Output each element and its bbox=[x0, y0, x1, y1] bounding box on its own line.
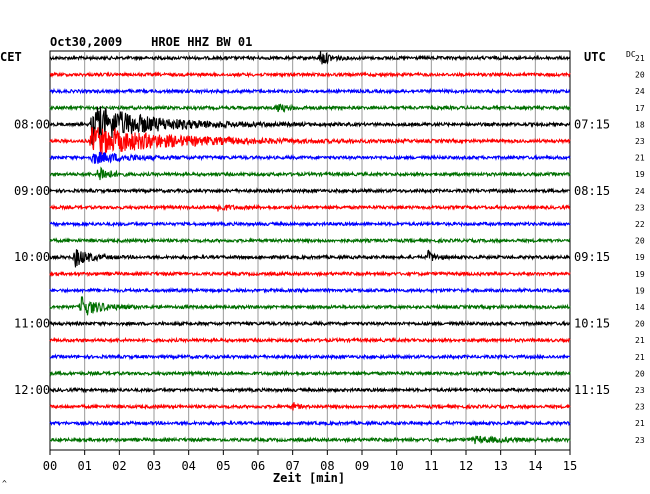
x-tick-label: 07 bbox=[285, 459, 299, 473]
seismogram-trace bbox=[49, 270, 571, 278]
chart-title: Oct30,2009 HROE HHZ BW 01 bbox=[50, 35, 252, 49]
seismogram-trace bbox=[49, 419, 571, 427]
seismogram-trace bbox=[49, 336, 571, 344]
seismogram-trace bbox=[49, 353, 571, 361]
dc-value: 21 bbox=[635, 154, 645, 163]
plot-frame bbox=[49, 50, 571, 451]
cet-time-labels: 08:00 09:00 10:00 11:00 12:00 bbox=[14, 117, 50, 397]
dc-values: 21 20 24 17 18 23 21 19 24 23 22 20 19 19 19 14 20 21 21 20… bbox=[635, 54, 645, 445]
dc-value: 19 bbox=[635, 286, 645, 295]
cet-time-label: 12:00 bbox=[14, 383, 50, 397]
dc-value: 22 bbox=[635, 220, 645, 229]
x-tick-label: 00 bbox=[43, 459, 57, 473]
seismogram-trace bbox=[49, 249, 571, 268]
x-tick-label: 04 bbox=[181, 459, 195, 473]
x-tick-label: 03 bbox=[147, 459, 161, 473]
x-tick-label: 11 bbox=[424, 459, 438, 473]
x-tick-label: 12 bbox=[459, 459, 473, 473]
x-tick-label: 05 bbox=[216, 459, 230, 473]
utc-time-label: 09:15 bbox=[574, 250, 610, 264]
seismogram-trace bbox=[49, 103, 571, 114]
seismogram-trace bbox=[49, 106, 571, 146]
seismogram-trace bbox=[49, 87, 571, 95]
corner-mark: ^ bbox=[2, 479, 7, 488]
x-tick-labels: 00 01 02 03 04 05 06 07 08 09 10 11 12 13 14 15 bbox=[43, 459, 577, 473]
dc-value: 20 bbox=[635, 320, 645, 329]
seismogram-trace bbox=[49, 151, 571, 164]
dc-value: 23 bbox=[635, 436, 645, 445]
dc-value: 24 bbox=[635, 87, 645, 96]
dc-value: 19 bbox=[635, 170, 645, 179]
seismogram-trace bbox=[49, 166, 571, 181]
dc-value: 20 bbox=[635, 369, 645, 378]
dc-header: DC bbox=[626, 50, 636, 59]
x-tick-label: 14 bbox=[528, 459, 542, 473]
dc-value: 19 bbox=[635, 253, 645, 262]
utc-time-label: 08:15 bbox=[574, 184, 610, 198]
seismogram-trace bbox=[49, 126, 571, 155]
dc-value: 21 bbox=[635, 336, 645, 345]
utc-time-label: 10:15 bbox=[574, 317, 610, 331]
seismogram-trace bbox=[49, 70, 571, 79]
x-tick-label: 15 bbox=[563, 459, 577, 473]
dc-value: 21 bbox=[635, 419, 645, 428]
dc-value: 23 bbox=[635, 137, 645, 146]
utc-time-labels: 07:15 08:15 09:15 10:15 11:15 bbox=[574, 117, 610, 397]
utc-label: UTC bbox=[584, 50, 606, 64]
x-tick-label: 06 bbox=[251, 459, 265, 473]
dc-value: 20 bbox=[635, 237, 645, 246]
seismogram-trace bbox=[49, 236, 571, 245]
cet-time-label: 11:00 bbox=[14, 317, 50, 331]
cet-time-label: 10:00 bbox=[14, 250, 50, 264]
x-tick-label: 02 bbox=[112, 459, 126, 473]
dc-value: 21 bbox=[635, 353, 645, 362]
x-tick-label: 09 bbox=[355, 459, 369, 473]
x-axis-label: Zeit [min] bbox=[273, 471, 345, 485]
seismogram-trace bbox=[49, 187, 571, 195]
cet-label: CET bbox=[0, 50, 22, 64]
x-tick-label: 08 bbox=[320, 459, 334, 473]
utc-time-label: 11:15 bbox=[574, 383, 610, 397]
dc-value: 24 bbox=[635, 187, 645, 196]
dc-value: 23 bbox=[635, 386, 645, 395]
x-tick-label: 10 bbox=[389, 459, 403, 473]
seismogram-trace bbox=[49, 286, 571, 294]
seismogram-trace bbox=[49, 203, 571, 212]
seismogram-trace bbox=[49, 402, 571, 411]
seismogram-trace bbox=[49, 295, 571, 316]
seismogram-trace bbox=[49, 369, 571, 377]
seismogram-trace bbox=[49, 220, 571, 228]
seismogram-trace bbox=[49, 435, 571, 445]
seismogram-traces bbox=[49, 51, 571, 445]
dc-value: 21 bbox=[635, 54, 645, 63]
dc-value: 23 bbox=[635, 203, 645, 212]
dc-value: 20 bbox=[635, 71, 645, 80]
x-tick-label: 13 bbox=[493, 459, 507, 473]
seismogram-trace bbox=[49, 319, 571, 328]
dc-value: 23 bbox=[635, 403, 645, 412]
chart-grid bbox=[49, 50, 571, 455]
x-tick-label: 01 bbox=[77, 459, 91, 473]
seismogram-trace bbox=[49, 386, 571, 394]
cet-time-label: 08:00 bbox=[14, 117, 50, 131]
seismogram-trace bbox=[49, 51, 571, 65]
dc-value: 14 bbox=[635, 303, 645, 312]
dc-value: 18 bbox=[635, 120, 645, 129]
dc-value: 19 bbox=[635, 270, 645, 279]
utc-time-label: 07:15 bbox=[574, 117, 610, 131]
dc-value: 17 bbox=[635, 104, 645, 113]
cet-time-label: 09:00 bbox=[14, 184, 50, 198]
